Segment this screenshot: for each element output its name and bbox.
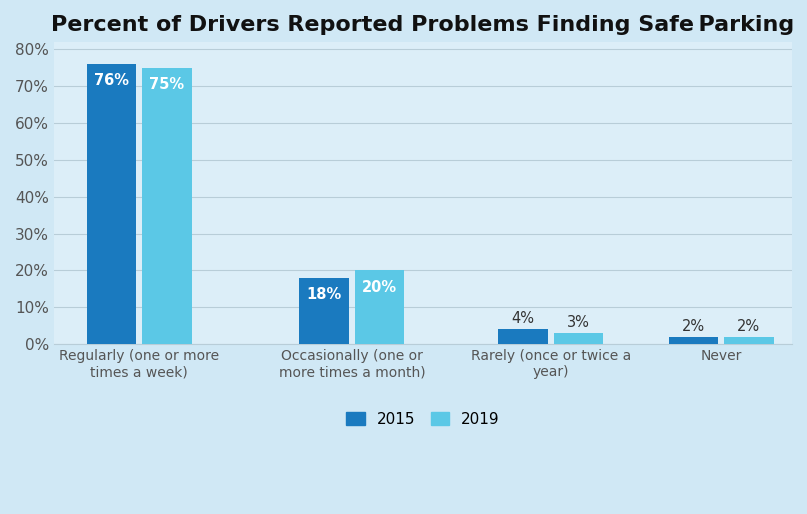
- Bar: [86, 64, 136, 344]
- Text: 4%: 4%: [512, 311, 534, 326]
- Bar: [498, 329, 548, 344]
- Bar: [668, 337, 718, 344]
- Legend: 2015, 2019: 2015, 2019: [340, 406, 506, 433]
- Bar: [724, 337, 774, 344]
- Bar: [554, 333, 603, 344]
- Text: 2%: 2%: [682, 319, 705, 334]
- Text: 2%: 2%: [737, 319, 760, 334]
- Bar: [299, 278, 349, 344]
- Bar: [142, 68, 191, 344]
- Text: 18%: 18%: [307, 287, 342, 302]
- Text: 75%: 75%: [149, 77, 184, 92]
- Title: Percent of Drivers Reported Problems Finding Safe Parking: Percent of Drivers Reported Problems Fin…: [52, 15, 795, 35]
- Text: 3%: 3%: [567, 315, 590, 330]
- Text: 76%: 76%: [94, 74, 129, 88]
- Text: 20%: 20%: [362, 280, 397, 295]
- Bar: [355, 270, 404, 344]
